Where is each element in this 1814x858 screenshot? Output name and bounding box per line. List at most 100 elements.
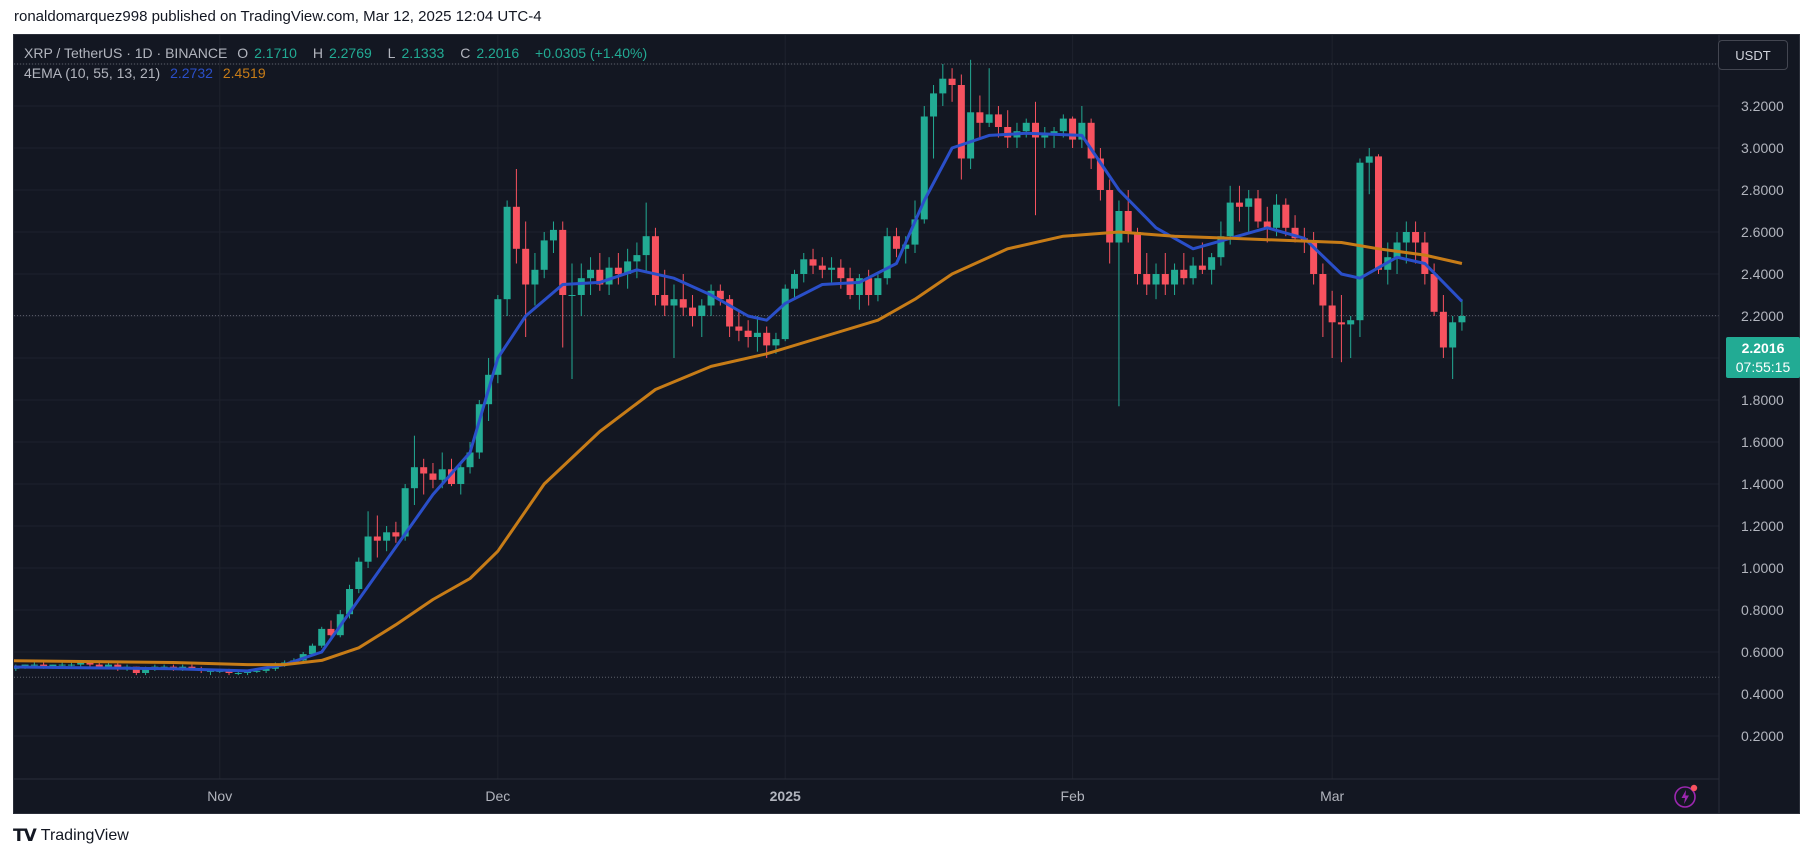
candle-body [67, 664, 75, 666]
candle-body [689, 307, 697, 316]
candle-body [985, 114, 993, 123]
candle-body [457, 467, 465, 484]
candle-body [1133, 232, 1141, 274]
candle-body [577, 278, 585, 295]
tradingview-footer[interactable]: TV TradingView [13, 826, 129, 846]
ema-line-slow [14, 230, 1463, 667]
chart-canvas[interactable]: 3.40003.20003.00002.80002.60002.40002.20… [14, 35, 1800, 813]
candle-body [1032, 122, 1040, 138]
candle-body [1365, 156, 1373, 163]
candle-body [559, 229, 567, 295]
candle-body [846, 278, 854, 295]
candle-body [318, 628, 326, 646]
candle-body [707, 290, 715, 306]
chart-pane[interactable]: 3.40003.20003.00002.80002.60002.40002.20… [13, 34, 1800, 814]
change-value: +0.0305 (+1.40%) [535, 45, 648, 61]
candle-body [234, 673, 242, 674]
candle-body [651, 236, 659, 295]
x-axis-labels: Nov Dec 2025 Feb Mar [207, 788, 1344, 804]
candle-body [865, 278, 873, 295]
candle-body [883, 236, 891, 279]
candle-body [206, 670, 214, 672]
x-tick-label: Nov [207, 788, 232, 804]
candle-body [225, 670, 233, 673]
candle-body [95, 664, 103, 667]
candle-body [1319, 274, 1327, 306]
last-price-value: 2.2016 [1741, 340, 1785, 356]
candle-body [401, 488, 409, 537]
high-value: 2.2769 [328, 45, 372, 61]
candle-body [753, 332, 761, 337]
candle-body [262, 668, 270, 671]
candle-body [661, 295, 669, 306]
y-tick-label: 0.8000 [1741, 602, 1784, 618]
indicator-name[interactable]: 4EMA (10, 55, 13, 21) [24, 65, 161, 81]
candle-body [512, 206, 520, 249]
x-tick-label: 2025 [770, 788, 801, 804]
y-tick-label: 1.8000 [1741, 392, 1784, 408]
indicator-legend[interactable]: 4EMA (10, 55, 13, 21) 2.2732 2.4519 [24, 65, 272, 81]
candle-body [1337, 322, 1345, 325]
candle-body [531, 269, 539, 285]
candle-body [30, 664, 38, 666]
candle-body [1004, 127, 1012, 138]
candle-body [392, 532, 400, 537]
y-tick-label: 2.8000 [1741, 182, 1784, 198]
candle-body [1152, 274, 1160, 285]
ema-line-fast [14, 131, 1464, 673]
candle-body [837, 267, 845, 279]
x-tick-label: Dec [485, 788, 510, 804]
candle-body [568, 295, 576, 296]
candle-body [77, 662, 85, 665]
candle-body [1235, 202, 1243, 207]
candle-body [1208, 257, 1216, 270]
candle-body [420, 467, 428, 474]
y-tick-label: 3.0000 [1741, 140, 1784, 156]
candle-body [410, 467, 418, 489]
candle-body [633, 255, 641, 262]
candle-body [429, 473, 437, 480]
candles [14, 59, 1466, 676]
candle-body [716, 290, 724, 300]
candle-body [1171, 269, 1179, 285]
candle-body [1189, 265, 1197, 279]
y-tick-label: 1.0000 [1741, 560, 1784, 576]
candle-body [475, 404, 483, 453]
candle-body [818, 265, 826, 270]
y-tick-label: 1.6000 [1741, 434, 1784, 450]
candle-body [1078, 122, 1086, 140]
candle-body [1124, 211, 1132, 232]
lightning-icon[interactable] [1673, 783, 1699, 809]
high-label: H 2.2769 [312, 45, 372, 61]
candle-body [1022, 122, 1030, 132]
candle-body [373, 536, 381, 541]
candle-body [948, 78, 956, 85]
candle-body [1412, 232, 1420, 243]
candle-body [142, 668, 150, 673]
y-tick-label: 0.4000 [1741, 686, 1784, 702]
y-tick-label: 2.2000 [1741, 308, 1784, 324]
candle-body [781, 288, 789, 340]
publish-header: ronaldomarquez998 published on TradingVi… [14, 8, 542, 25]
y-tick-label: 1.4000 [1741, 476, 1784, 492]
candle-body [1430, 274, 1438, 312]
candle-body [448, 469, 455, 484]
candle-body [1041, 135, 1049, 138]
candle-body [540, 240, 548, 270]
candle-body [1263, 221, 1271, 228]
candle-body [466, 452, 474, 468]
candle-body [855, 278, 863, 295]
symbol-title[interactable]: XRP / TetherUS · 1D · BINANCE [24, 45, 228, 61]
candle-body [1421, 242, 1429, 274]
candle-body [253, 670, 261, 672]
candle-body [1458, 316, 1466, 323]
candle-body [383, 532, 391, 541]
candle-body [892, 236, 900, 249]
candle-body [587, 269, 595, 279]
currency-button[interactable]: USDT [1718, 40, 1788, 70]
candle-body [1059, 118, 1067, 132]
candle-body [1291, 227, 1299, 239]
y-axis-ticks: 3.40003.20003.00002.80002.60002.40002.20… [1741, 56, 1784, 744]
candle-body [503, 206, 511, 300]
